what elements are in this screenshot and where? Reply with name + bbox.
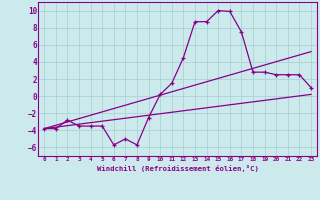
X-axis label: Windchill (Refroidissement éolien,°C): Windchill (Refroidissement éolien,°C) — [97, 165, 259, 172]
